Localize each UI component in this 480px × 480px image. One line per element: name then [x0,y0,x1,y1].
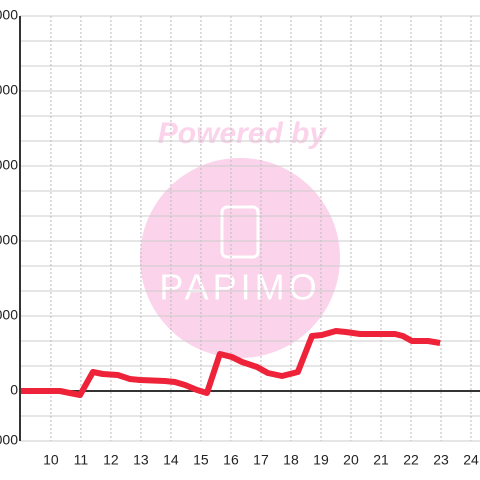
x-tick-label: 19 [313,452,329,468]
x-tick-label: 21 [373,452,389,468]
line [20,328,441,398]
watermark-text: Powered by [158,117,328,150]
watermark-logo: PAPIMO [159,267,320,308]
x-tick-label: 10 [43,452,59,468]
x-tick-label: 18 [283,452,299,468]
y-tick-label: 150,000 [0,7,18,23]
x-tick-label: 23 [433,452,449,468]
y-tick-label: 90,000 [0,157,18,173]
x-tick-label: 24 [463,452,479,468]
x-tick-label: 11 [74,452,89,468]
y-tick-label: 30,000 [0,307,18,323]
watermark: Powered by PAPIMO [140,117,340,358]
x-tick-label: 12 [103,452,119,468]
marks [20,328,441,398]
y-tick-label: 60,000 [0,232,18,248]
x-tick-label: 13 [133,452,149,468]
y-tick-label: 120,000 [0,82,18,98]
grid [19,15,480,442]
x-tick-label: 17 [253,452,269,468]
y-tick-label: -20,000 [0,432,18,448]
x-tick-label: 16 [223,452,239,468]
watermark-icon [220,205,260,259]
x-tick-label: 14 [163,452,179,468]
y-tick-label: 0 [10,382,18,398]
x-tick-label: 15 [193,452,209,468]
x-tick-label: 20 [343,452,359,468]
x-tick-label: 22 [403,452,419,468]
